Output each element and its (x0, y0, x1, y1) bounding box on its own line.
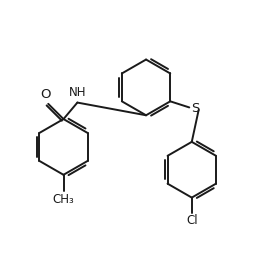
Text: S: S (191, 102, 199, 115)
Text: CH₃: CH₃ (53, 193, 74, 206)
Text: O: O (40, 88, 51, 101)
Text: Cl: Cl (186, 214, 198, 227)
Text: NH: NH (69, 86, 86, 99)
